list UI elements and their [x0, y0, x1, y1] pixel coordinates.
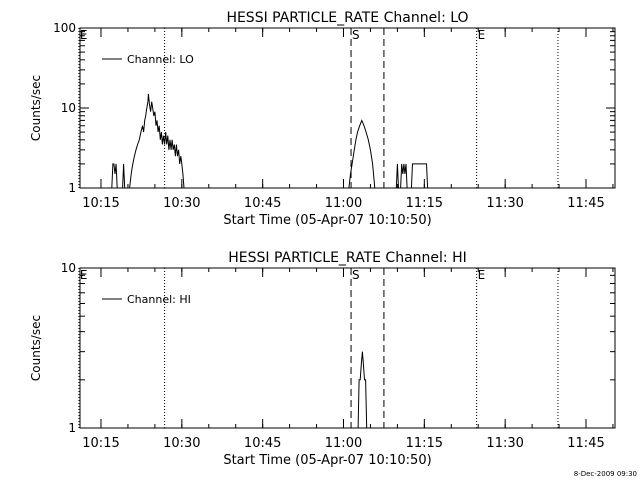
y-tick-label: 1	[68, 421, 76, 435]
series-line-lo	[111, 93, 429, 188]
x-tick-label: 10:30	[163, 196, 200, 211]
marker-label: E	[478, 268, 486, 282]
x-tick-label: 11:00	[325, 436, 362, 451]
x-tick-label: 10:30	[163, 436, 200, 451]
x-tick-label: 11:15	[406, 196, 443, 211]
plot-frame	[79, 267, 616, 429]
y-tick-label: 10	[61, 101, 76, 115]
x-tick-label: 10:15	[82, 196, 119, 211]
y-tick-label: 1	[68, 181, 76, 195]
chart-title: HESSI PARTICLE_RATE Channel: HI	[228, 250, 466, 266]
x-tick-label: 11:45	[567, 436, 604, 451]
x-tick-label: 11:30	[486, 196, 523, 211]
legend-label: Channel: LO	[127, 53, 194, 66]
x-tick-label: 10:15	[82, 436, 119, 451]
series-line-hi	[357, 351, 368, 428]
footer-timestamp: 8-Dec-2009 09:30	[574, 470, 637, 478]
y-tick-label: 100	[53, 21, 76, 35]
x-tick-label: 10:45	[244, 196, 281, 211]
x-axis-label: Start Time (05-Apr-07 10:10:50)	[223, 453, 431, 468]
marker-label: E	[478, 28, 486, 42]
x-axis-label: Start Time (05-Apr-07 10:10:50)	[223, 213, 431, 228]
legend-label: Channel: HI	[127, 293, 191, 306]
y-axis-label: Counts/sec	[29, 75, 43, 141]
x-tick-label: 11:15	[406, 436, 443, 451]
chart-panel-hi: HESSI PARTICLE_RATE Channel: HI Counts/se…	[29, 250, 616, 468]
y-tick-label: 10	[61, 261, 76, 275]
chart-title: HESSI PARTICLE_RATE Channel: LO	[226, 10, 468, 26]
x-tick-label: 11:45	[567, 196, 604, 211]
marker-label: E	[80, 268, 88, 282]
x-tick-label: 11:30	[486, 436, 523, 451]
marker-label: E	[80, 28, 88, 42]
x-tick-label: 11:00	[325, 196, 362, 211]
x-tick-label: 10:45	[244, 436, 281, 451]
marker-label: S	[352, 28, 360, 42]
y-axis-label: Counts/sec	[29, 315, 43, 381]
marker-label: S	[352, 268, 360, 282]
chart-panel-lo: HESSI PARTICLE_RATE Channel: LO Counts/se…	[29, 10, 616, 228]
